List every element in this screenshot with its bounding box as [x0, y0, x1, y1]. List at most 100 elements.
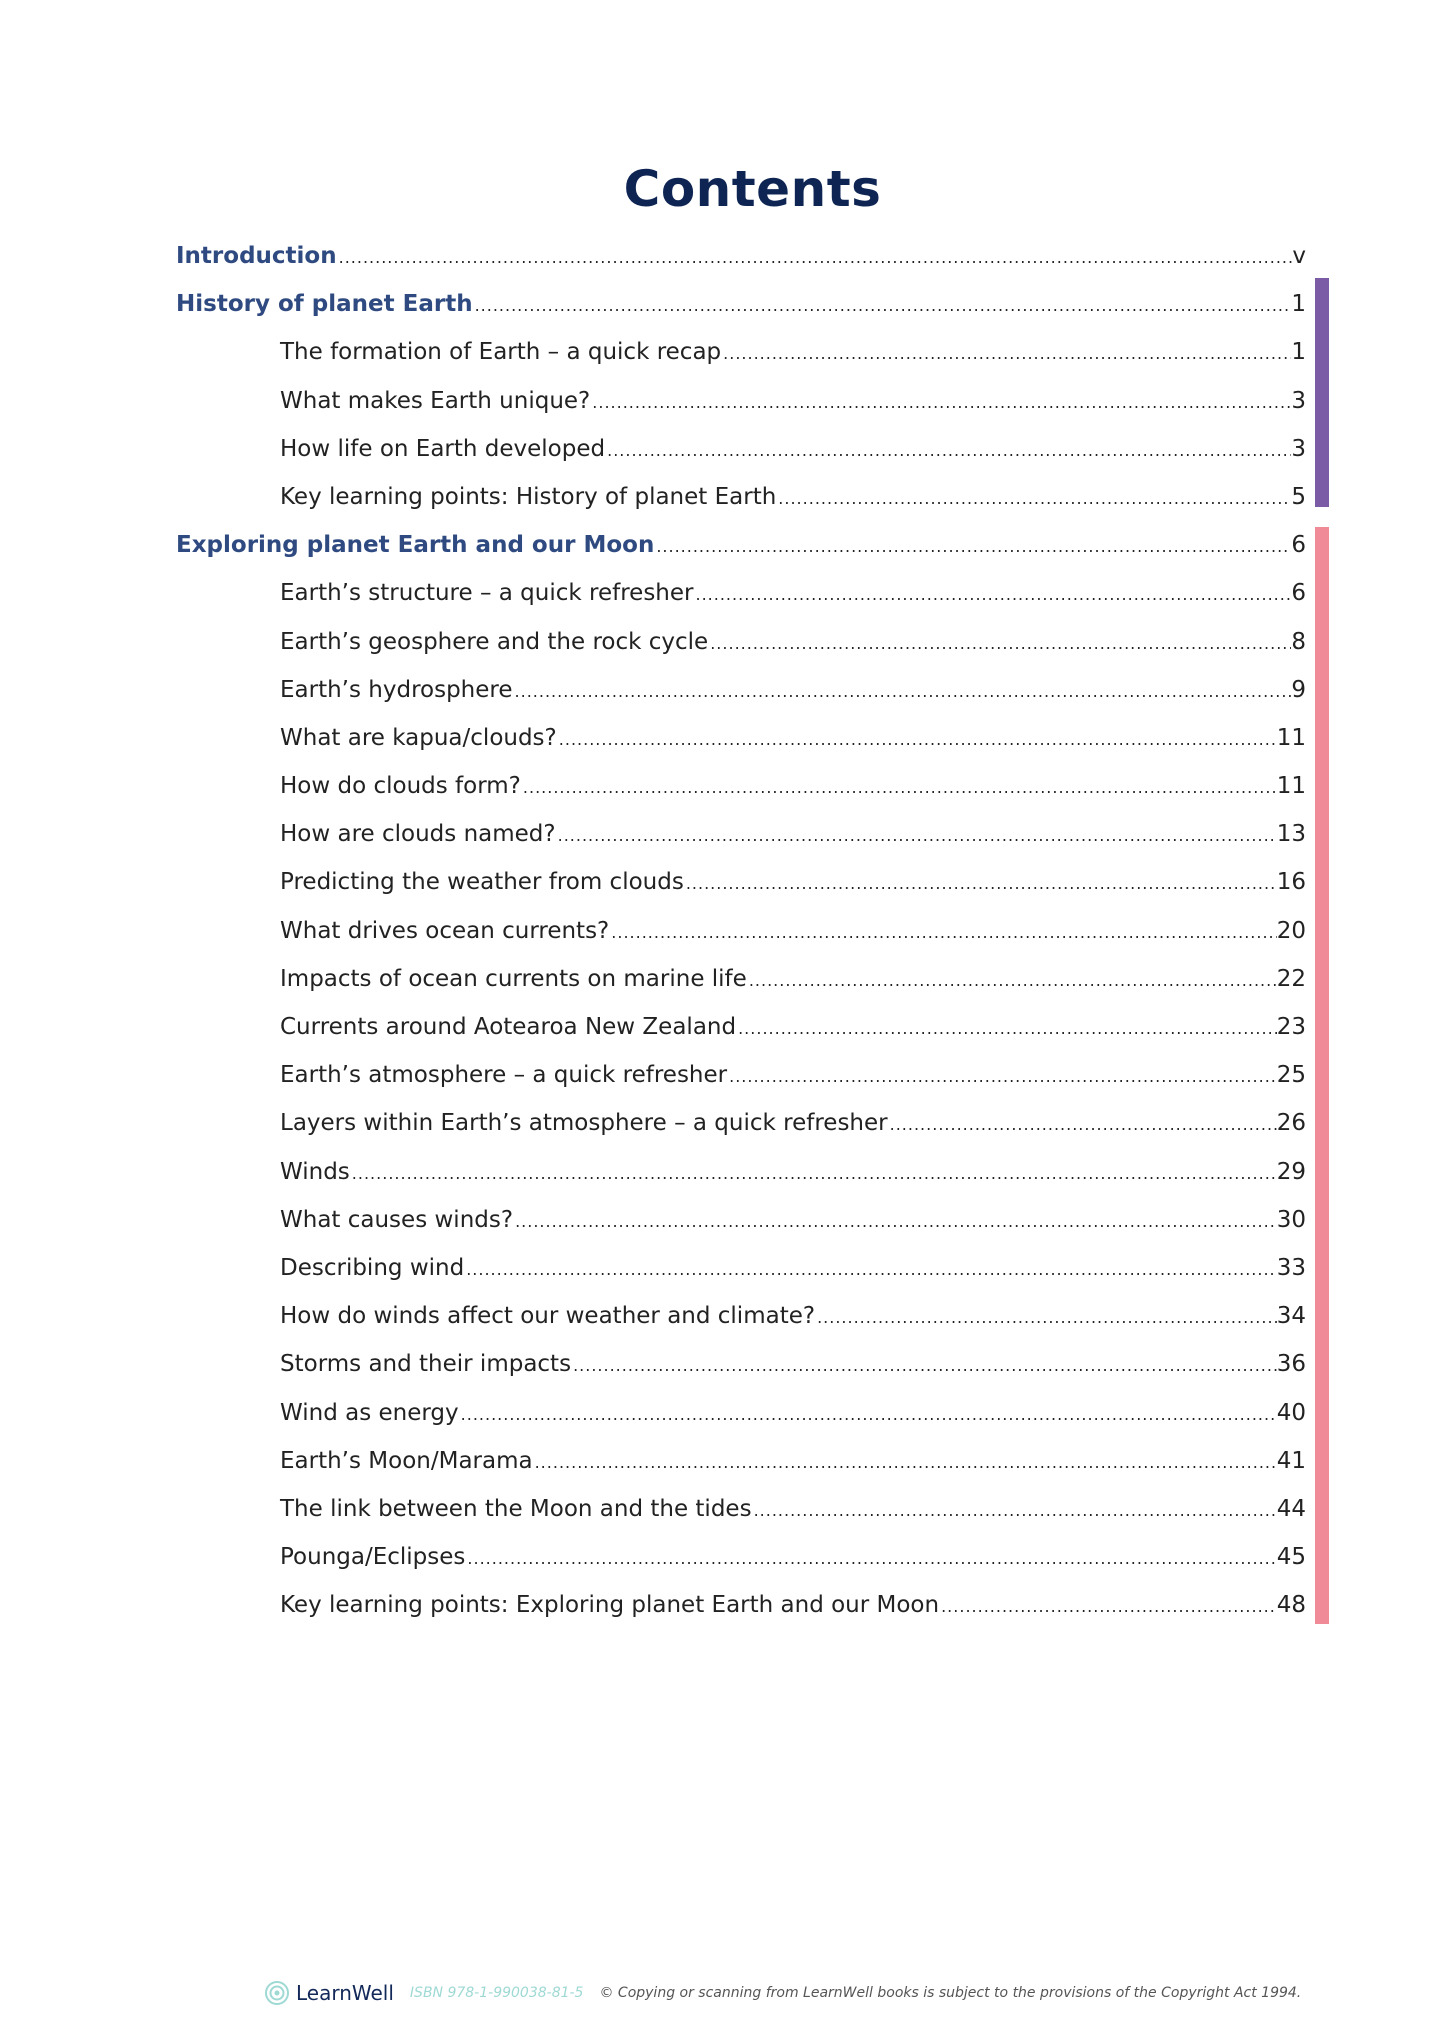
toc-entry[interactable]: Describing wind 33: [176, 1244, 1306, 1292]
page-number: 1: [1291, 339, 1306, 366]
toc-entry[interactable]: Predicting the weather from clouds 16: [176, 858, 1306, 906]
page-number: 1: [1291, 291, 1306, 318]
dot-leader: [467, 1535, 1276, 1583]
dot-leader: [686, 860, 1277, 908]
toc-entry[interactable]: The link between the Moon and the tides 4…: [176, 1485, 1306, 1533]
entry-title: Pounga/Eclipses: [280, 1544, 466, 1571]
entry-title: What drives ocean currents?: [280, 917, 610, 944]
page-number: 6: [1291, 532, 1306, 559]
page-number: 45: [1276, 1544, 1306, 1571]
dot-leader: [890, 1101, 1277, 1149]
page-number: 3: [1291, 387, 1306, 414]
entry-title: Introduction: [176, 243, 337, 269]
toc-entry[interactable]: How are clouds named? 13: [176, 810, 1306, 858]
toc-entry[interactable]: Winds 29: [176, 1148, 1306, 1196]
page-number: 6: [1291, 580, 1306, 607]
toc-entry[interactable]: Earth’s structure – a quick refresher 6: [176, 569, 1306, 617]
dot-leader: [656, 523, 1291, 571]
spiral-icon: [265, 1981, 289, 2005]
page-number: 20: [1276, 917, 1306, 944]
dot-leader: [461, 1391, 1277, 1439]
dot-leader: [723, 330, 1291, 378]
footer: LearnWell ISBN 978-1-990038-81-5 © Copyi…: [264, 1980, 1301, 2006]
entry-title: How are clouds named?: [280, 821, 556, 848]
page-number: 3: [1291, 435, 1306, 462]
page-number: 26: [1276, 1110, 1306, 1137]
toc-entry[interactable]: Wind as energy 40: [176, 1389, 1306, 1437]
toc-entry[interactable]: Key learning points: History of planet E…: [176, 473, 1306, 521]
toc-entry[interactable]: Pounga/Eclipses 45: [176, 1533, 1306, 1581]
toc-entry[interactable]: Earth’s Moon/Marama 41: [176, 1437, 1306, 1485]
toc-entry[interactable]: Storms and their impacts 36: [176, 1340, 1306, 1388]
dot-leader: [535, 1439, 1277, 1487]
dot-leader: [729, 1053, 1277, 1101]
toc-entry[interactable]: Earth’s geosphere and the rock cycle 8: [176, 618, 1306, 666]
page-number: 41: [1276, 1447, 1306, 1474]
dot-leader: [559, 716, 1277, 764]
page-number: 48: [1276, 1592, 1306, 1619]
toc-entry[interactable]: How life on Earth developed 3: [176, 425, 1306, 473]
toc-entry[interactable]: What are kapua/clouds? 11: [176, 714, 1306, 762]
toc-entry[interactable]: The formation of Earth – a quick recap 1: [176, 328, 1306, 376]
toc-section-heading[interactable]: History of planet Earth 1: [176, 280, 1306, 328]
table-of-contents: IntroductionvHistory of planet Earth1The…: [176, 232, 1306, 1629]
dot-leader: [778, 475, 1291, 523]
entry-title: What causes winds?: [280, 1206, 514, 1233]
dot-leader: [738, 1005, 1277, 1053]
page-number: 23: [1276, 1014, 1306, 1040]
toc-entry[interactable]: Impacts of ocean currents on marine life…: [176, 955, 1306, 1003]
dot-leader: [817, 1294, 1277, 1342]
page-number: 9: [1291, 676, 1306, 703]
page-number: 30: [1276, 1206, 1306, 1233]
toc-entry[interactable]: Layers within Earth’s atmosphere – a qui…: [176, 1099, 1306, 1147]
entry-title: Earth’s atmosphere – a quick refresher: [280, 1062, 728, 1089]
toc-entry[interactable]: What makes Earth unique? 3: [176, 377, 1306, 425]
entry-title: Storms and their impacts: [280, 1351, 572, 1378]
dot-leader: [941, 1583, 1277, 1631]
toc-entry[interactable]: What causes winds? 30: [176, 1196, 1306, 1244]
toc-entry[interactable]: Earth’s atmosphere – a quick refresher 25: [176, 1051, 1306, 1099]
page-number: 25: [1276, 1062, 1306, 1089]
dot-leader: [558, 812, 1277, 860]
page-number: 5: [1291, 483, 1306, 510]
dot-leader: [352, 1150, 1277, 1198]
entry-title: Winds: [280, 1158, 350, 1185]
dot-leader: [696, 571, 1292, 619]
entry-title: The link between the Moon and the tides: [280, 1495, 752, 1522]
dot-leader: [523, 764, 1277, 812]
dot-leader: [475, 282, 1292, 330]
copyright-notice: © Copying or scanning from LearnWell boo…: [599, 1985, 1302, 2001]
toc-entry[interactable]: How do winds affect our weather and clim…: [176, 1292, 1306, 1340]
entry-title: How do clouds form?: [280, 773, 521, 800]
page-number: v: [1292, 243, 1306, 269]
toc-entry[interactable]: Currents around Aotearoa New Zealand 23: [176, 1003, 1306, 1051]
entry-title: How life on Earth developed: [280, 435, 606, 462]
page-number: 13: [1276, 821, 1306, 848]
dot-leader: [515, 668, 1292, 716]
entry-title: Earth’s geosphere and the rock cycle: [280, 628, 709, 655]
dot-leader: [749, 957, 1277, 1005]
page-title: Contents: [623, 160, 882, 218]
page-number: 29: [1276, 1158, 1306, 1185]
learnwell-logo: LearnWell: [264, 1980, 394, 2006]
dot-leader: [592, 379, 1291, 427]
entry-title: Impacts of ocean currents on marine life: [280, 965, 747, 992]
entry-title: Earth’s structure – a quick refresher: [280, 580, 694, 607]
entry-title: What are kapua/clouds?: [280, 724, 557, 751]
dot-leader: [515, 1198, 1277, 1246]
entry-title: Exploring planet Earth and our Moon: [176, 532, 655, 559]
page-number: 40: [1276, 1399, 1306, 1426]
dot-leader: [754, 1487, 1277, 1535]
toc-entry[interactable]: Earth’s hydrosphere 9: [176, 666, 1306, 714]
dot-leader: [611, 909, 1276, 957]
entry-title: Earth’s hydrosphere: [280, 676, 513, 703]
toc-entry[interactable]: How do clouds form? 11: [176, 762, 1306, 810]
toc-entry[interactable]: Key learning points: Exploring planet Ea…: [176, 1581, 1306, 1629]
dot-leader: [710, 620, 1291, 668]
toc-section-heading[interactable]: Introduction v: [176, 232, 1306, 280]
toc-section-heading[interactable]: Exploring planet Earth and our Moon 6: [176, 521, 1306, 569]
page-number: 11: [1276, 773, 1306, 800]
toc-entry[interactable]: What drives ocean currents? 20: [176, 907, 1306, 955]
page-number: 22: [1276, 965, 1306, 992]
dot-leader: [466, 1246, 1277, 1294]
